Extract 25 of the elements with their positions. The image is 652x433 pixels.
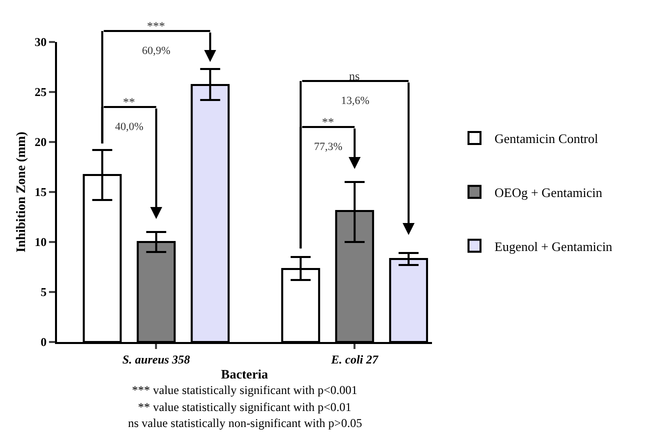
y-tick-label: 15 [34,185,47,200]
text: ** value statistically significant with p<0.01 [138,400,352,414]
text: ns value statistically non-significant with p>0.05 [128,416,362,430]
y-tick-label: 20 [34,135,47,150]
annotation: ns [349,69,360,83]
y-tick-label: 25 [34,85,47,100]
y-tick-label: 0 [40,335,47,350]
x-tick-label: E. coli 27 [330,352,380,366]
legend-label: Eugenol + Gentamicin [494,238,613,254]
x-axis-title: Bacteria [221,366,268,382]
annotation: ** [322,115,334,129]
legend-label: Gentamicin Control [494,131,599,146]
annotation: 13,6% [341,95,370,107]
text: *** [147,19,165,33]
x-tick-label: S. aureus 358 [122,352,190,366]
y-axis-title: Inhibition Zone (mm) [13,132,28,252]
y-tick-label: 30 [34,35,47,50]
text: *** value statistically significant with p<0.001 [132,383,358,397]
annotation: 77,3% [314,141,342,153]
legend-label: OEOg + Gentamicin [494,184,603,200]
y-tick-label: 10 [34,235,47,250]
y-tick-label: 5 [40,285,47,300]
annotation: ** [123,95,135,109]
annotation: 60,9% [142,45,170,57]
annotation: 40,0% [115,121,144,133]
